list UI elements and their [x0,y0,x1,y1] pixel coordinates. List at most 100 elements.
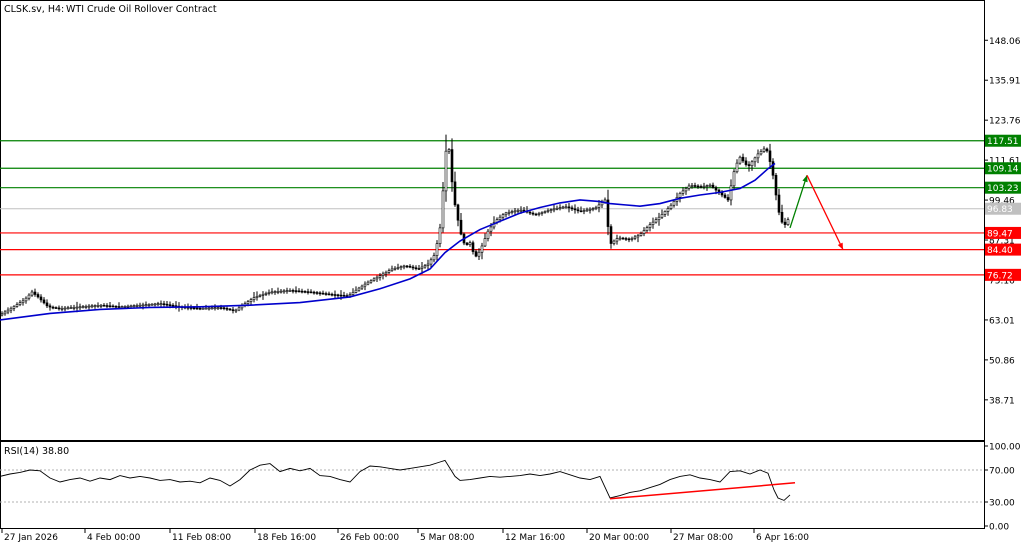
candle-body [48,305,52,308]
candle-body [204,307,208,310]
candle-body [744,160,748,165]
candle-body [201,308,205,310]
candle-body [570,207,574,210]
candle-body [324,293,328,295]
candle-body [663,211,667,215]
candle-body [564,206,568,209]
candle-body [9,307,13,311]
candle-body [378,275,382,278]
candle-body [312,291,316,294]
candle-body [351,292,355,295]
candle-body [129,305,133,308]
candle-body [780,211,784,223]
candle-body [141,304,145,307]
candle-body [402,265,406,268]
candle-body [87,305,91,308]
candle-body [588,208,592,211]
candle-body [369,280,373,283]
candle-body [597,204,601,208]
candle-body [396,267,400,269]
candle-body [639,233,643,236]
candle-body [270,291,274,294]
candle-body [618,237,622,240]
candle-body [558,207,562,209]
candle-body [696,185,700,188]
candle-body [33,291,37,295]
candle-body [90,305,94,308]
candle-body [36,294,40,298]
candle-body [504,212,508,216]
candle-body [567,206,571,209]
price-axis: 148.06 135.91 123.76 111.61 99.46 87.31 75.16 6… [984,37,1021,406]
support-price-tag [985,226,1021,239]
candle-body [135,305,139,307]
candle-body [387,270,391,273]
candle-body [327,293,331,296]
candle-body [276,291,280,293]
price-projection [789,175,844,250]
candle-body [762,148,766,152]
candle-body [321,292,325,295]
candle-body [147,304,151,306]
candle-body [693,185,697,187]
candle-body [294,290,298,292]
candle-body [429,259,433,265]
candle-body [510,211,514,213]
candle-body [330,293,334,296]
candle-body [645,227,649,231]
projection-up-arrow-head [802,175,808,183]
candle-body [375,276,379,280]
candle-body [714,187,718,191]
candle-body [213,307,217,310]
candle-body [705,185,709,187]
candle-body [315,292,319,294]
candle-body [681,190,685,194]
candle-body [516,209,520,212]
candle-body [726,197,730,201]
candle-body [450,149,454,183]
candle-body [612,240,616,244]
candle-body [546,210,550,212]
candle-body [474,251,478,257]
candle-body [453,181,457,206]
candle-body [651,221,655,225]
candle-body [105,305,109,307]
candle-body [78,306,82,309]
rsi-tick-label: 100.00 [989,443,1021,453]
candle-body [72,307,76,309]
candle-body [477,251,481,257]
candle-body [753,157,757,163]
candle-body [660,214,664,218]
candle-body [783,221,787,225]
support-price-tag [985,243,1021,256]
candle-body [483,238,487,247]
candle-body [21,300,25,304]
candle-body [12,306,16,309]
candle-body [372,278,376,281]
candle-body [408,265,412,268]
candle-body [702,185,706,188]
candle-body [30,291,34,296]
candle-body [423,265,427,268]
candle-body [228,308,232,311]
candle-body [219,307,223,309]
x-tick-label: 6 Apr 16:00 [756,533,809,543]
candle-body [489,226,493,232]
candle-body [309,291,313,294]
candle-body [576,209,580,212]
candle-body [318,292,322,295]
candle-body [642,230,646,234]
candle-body [501,214,505,218]
y-tick-label: 75.16 [989,276,1015,286]
rsi-label: RSI(14) 38.80 [4,446,69,457]
candle-body [657,216,661,220]
candle-body [648,224,652,228]
candle-body [486,230,490,239]
candle-body [636,235,640,238]
candle-body [456,204,460,221]
candle-body [198,307,202,310]
candle-body [615,238,619,242]
candle-body [687,185,691,189]
x-tick-label: 27 Mar 08:00 [673,533,733,543]
